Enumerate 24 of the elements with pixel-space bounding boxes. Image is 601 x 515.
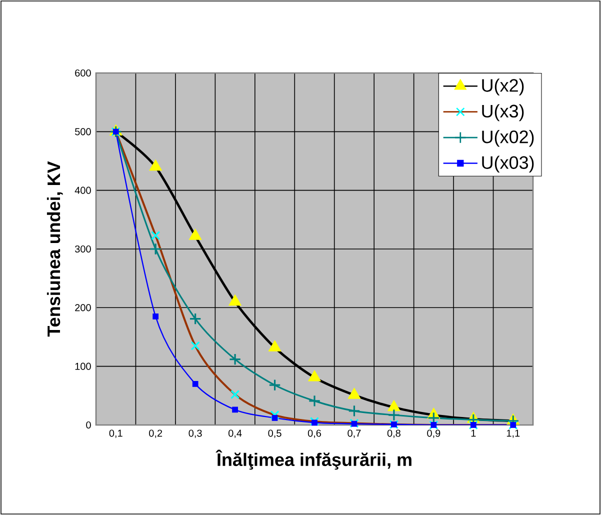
legend-label: U(x3) (482, 104, 524, 122)
x-tick-label: 0,6 (308, 430, 322, 438)
y-tick-label: 100 (75, 362, 91, 370)
y-tick-label: 0 (86, 421, 91, 429)
x-axis-title: Înălţimea infăşurării, m (216, 450, 412, 470)
y-tick-label: 400 (74, 186, 91, 194)
x-tick-label: 0,1 (109, 430, 122, 438)
y-tick-label: 500 (75, 128, 91, 136)
y-axis-title: Tensiunea undei, KV (46, 161, 63, 337)
x-tick-label: 0,3 (188, 430, 202, 438)
x-tick-label: 0,8 (387, 430, 400, 438)
x-tick-label: 0,7 (348, 430, 361, 438)
x-tick-label: 1,1 (506, 430, 520, 438)
legend-label: U(x2) (482, 78, 524, 96)
x-tick-label: 0,9 (427, 430, 440, 438)
x-tick-label: 0,2 (149, 430, 162, 438)
x-tick-label: 0,4 (228, 430, 242, 438)
x-tick-label: 1 (471, 430, 476, 437)
legend-label: U(x02) (482, 130, 534, 147)
x-tick-label: 0,5 (268, 430, 282, 438)
y-tick-label: 200 (75, 304, 91, 312)
legend-label: U(x03) (482, 156, 534, 172)
y-tick-label: 600 (75, 69, 91, 77)
y-tick-label: 300 (74, 245, 91, 253)
